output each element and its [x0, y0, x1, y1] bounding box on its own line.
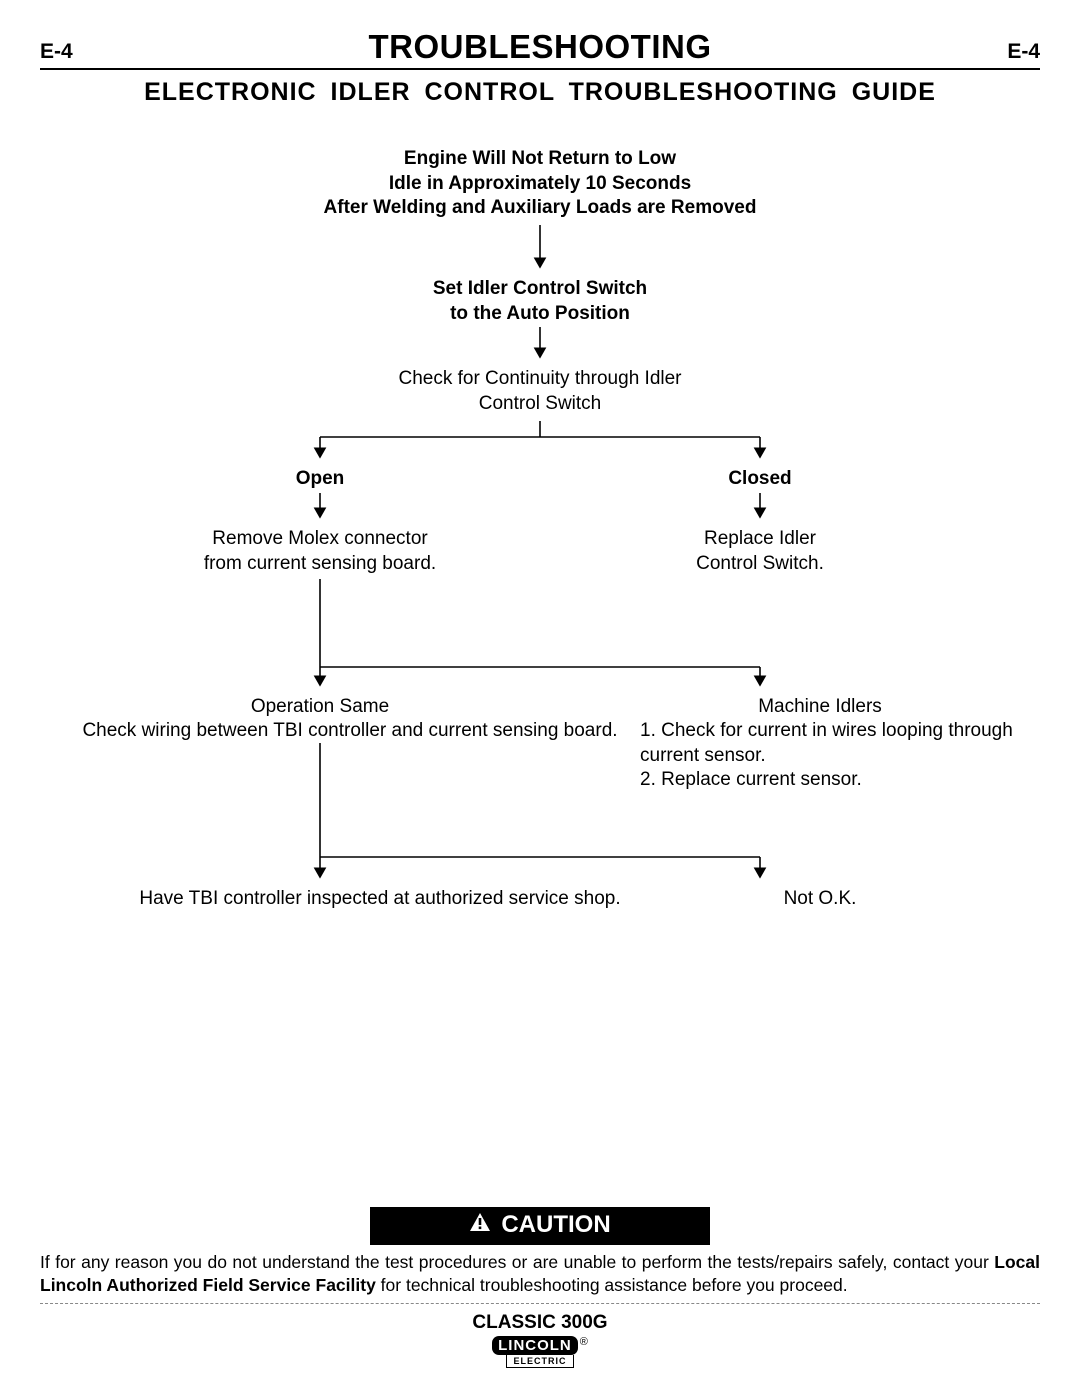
flow-node-machine_idlers_list: 1. Check for current in wires looping th…: [640, 719, 1040, 793]
flow-node-closed_action: Replace Idler Control Switch.: [660, 527, 860, 576]
page-title: TROUBLESHOOTING: [369, 28, 712, 66]
page-ref-right: E-4: [1007, 40, 1040, 64]
caution-label: CAUTION: [501, 1211, 610, 1239]
logo-bottom: ELECTRIC: [506, 1355, 574, 1368]
page-header: E-4 TROUBLESHOOTING E-4: [40, 28, 1040, 70]
flow-node-open_action: Remove Molex connector from current sens…: [170, 527, 470, 576]
caution-suffix: for technical troubleshooting assistance…: [376, 1275, 848, 1295]
logo-registered: ®: [580, 1336, 588, 1348]
flow-node-tbi_inspect: Have TBI controller inspected at authori…: [100, 887, 660, 912]
page-ref-left: E-4: [40, 40, 73, 64]
page-subtitle: ELECTRONIC IDLER CONTROL TROUBLESHOOTING…: [40, 78, 1040, 107]
caution-prefix: If for any reason you do not understand …: [40, 1252, 994, 1272]
flow-node-closed_label: Closed: [700, 467, 820, 492]
flow-node-machine_idlers_label: Machine Idlers: [720, 695, 920, 720]
flow-node-step2: Check for Continuity through Idler Contr…: [360, 367, 720, 416]
footer-model: CLASSIC 300G: [40, 1312, 1040, 1334]
flow-node-start: Engine Will Not Return to Low Idle in Ap…: [280, 147, 800, 221]
caution-bar: CAUTION: [370, 1207, 710, 1245]
flow-node-step1: Set Idler Control Switch to the Auto Pos…: [390, 277, 690, 326]
flowchart: Engine Will Not Return to Low Idle in Ap…: [40, 127, 1040, 1007]
caution-text: If for any reason you do not understand …: [40, 1251, 1040, 1304]
company-logo: LINCOLN® ELECTRIC: [40, 1336, 1040, 1368]
warning-icon: [469, 1211, 491, 1239]
flow-node-op_same_label: Operation Same: [220, 695, 420, 720]
logo-top: LINCOLN: [492, 1336, 578, 1355]
flow-node-not_ok: Not O.K.: [760, 887, 880, 912]
flow-node-open_label: Open: [260, 467, 380, 492]
flow-node-op_same_action: Check wiring between TBI controller and …: [40, 719, 660, 744]
